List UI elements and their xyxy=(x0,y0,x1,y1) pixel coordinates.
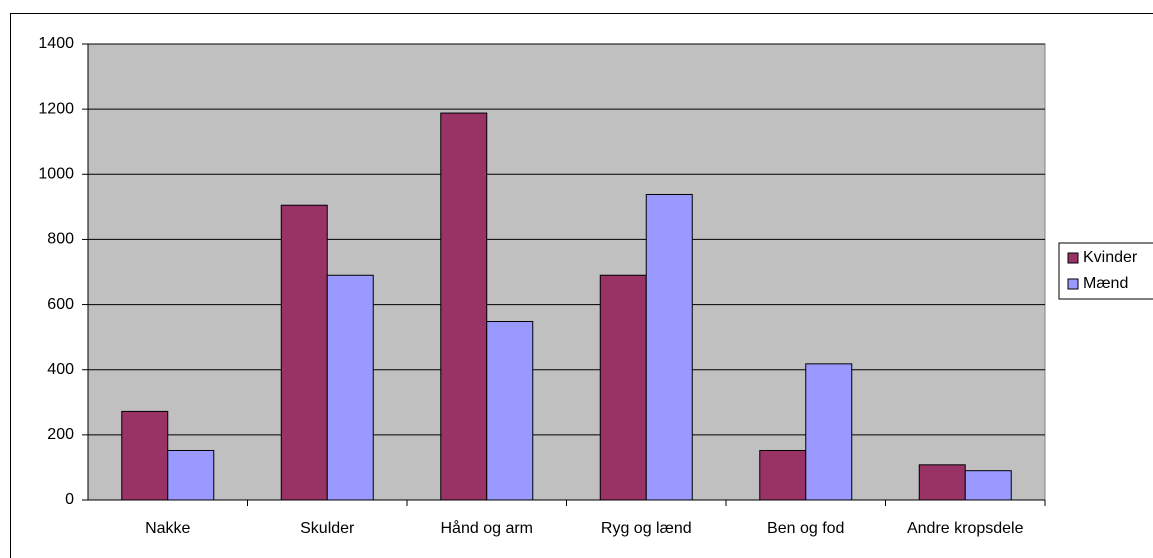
bar xyxy=(121,410,169,501)
y-tick-label: 0 xyxy=(65,491,74,508)
y-tick-label: 1200 xyxy=(38,100,74,117)
bar xyxy=(440,112,488,501)
y-tick-label: 800 xyxy=(47,231,74,248)
x-tick-label: Nakke xyxy=(145,520,190,537)
y-tick-label: 200 xyxy=(47,426,74,443)
legend-label: Kvinder xyxy=(1083,249,1138,266)
bar xyxy=(167,449,215,501)
y-tick-label: 600 xyxy=(47,296,74,313)
bar xyxy=(486,321,534,501)
bar xyxy=(280,204,328,501)
x-tick-label: Skulder xyxy=(300,520,355,537)
legend-swatch xyxy=(1067,278,1079,290)
x-tick-label: Andre kropsdele xyxy=(907,520,1024,537)
bar xyxy=(326,274,374,501)
legend-swatch xyxy=(1067,252,1079,264)
y-tick-label: 1400 xyxy=(38,35,74,52)
bar xyxy=(645,193,693,501)
legend-label: Mænd xyxy=(1083,275,1128,292)
x-tick-label: Ryg og lænd xyxy=(601,520,692,537)
y-tick-label: 1000 xyxy=(38,166,74,183)
bar xyxy=(964,470,1012,501)
bar xyxy=(805,363,853,501)
x-tick-label: Hånd og arm xyxy=(441,519,534,537)
bar xyxy=(918,464,966,501)
legend-box xyxy=(1058,242,1153,300)
x-tick-label: Ben og fod xyxy=(767,520,844,537)
plot-area xyxy=(87,43,1046,501)
y-tick-label: 400 xyxy=(47,361,74,378)
bar xyxy=(599,274,647,501)
bar xyxy=(759,449,807,501)
